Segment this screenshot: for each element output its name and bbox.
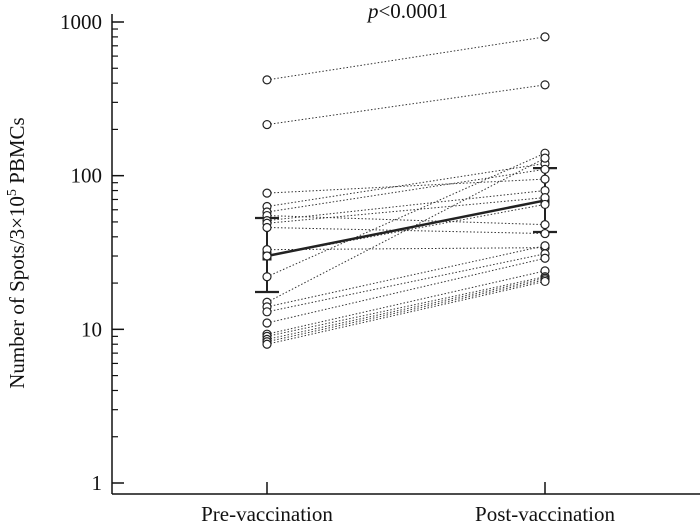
mean-line <box>266 199 546 258</box>
y-axis-title-main: Number of Spots/3×10 <box>5 196 29 389</box>
post-point <box>540 220 550 230</box>
p-value-annotation: p<0.0001 <box>366 0 448 23</box>
subject-line <box>266 197 546 224</box>
post-point <box>540 253 550 263</box>
axes <box>111 14 700 495</box>
pre-point <box>262 251 272 261</box>
subject-line <box>266 276 546 337</box>
y-tick-label: 10 <box>81 317 102 341</box>
pre-point <box>262 272 272 282</box>
subject-line <box>266 152 546 278</box>
subject-line <box>266 215 546 226</box>
y-ticks: 1 10 100 1000 <box>60 10 124 495</box>
pre-point <box>262 339 272 349</box>
post-point <box>540 228 550 239</box>
post-point <box>540 199 550 210</box>
subject-points <box>262 32 550 349</box>
post-point <box>540 164 550 174</box>
subject-line <box>266 279 546 343</box>
post-point <box>540 80 550 90</box>
post-point <box>540 174 550 184</box>
pre-point <box>262 119 272 130</box>
subject-line <box>266 163 546 207</box>
x-tick-label: Post-vaccination <box>475 502 615 526</box>
y-axis-title-tail: PBMCs <box>5 117 29 189</box>
subject-line <box>266 270 546 335</box>
y-tick-label: 100 <box>71 164 103 188</box>
p-symbol: p <box>366 0 379 23</box>
pre-point <box>262 307 272 317</box>
subject-line <box>266 245 546 308</box>
subject-lines <box>266 36 546 345</box>
pre-point <box>262 188 272 198</box>
subject-line <box>266 168 546 213</box>
y-tick-label: 1 <box>92 471 103 495</box>
subject-line <box>266 190 546 222</box>
post-point <box>540 276 550 287</box>
subject-line <box>266 203 546 257</box>
pre-point <box>262 75 272 85</box>
subject-line <box>266 84 546 126</box>
subject-line <box>266 247 546 251</box>
post-point <box>540 153 550 163</box>
p-threshold: <0.0001 <box>378 0 448 23</box>
y-axis-title: Number of Spots/3×105 PBMCs <box>5 117 29 388</box>
pre-point <box>262 222 272 233</box>
post-point <box>540 32 550 42</box>
subject-line <box>266 36 546 81</box>
subject-line <box>266 253 546 313</box>
subject-line <box>266 226 546 235</box>
pre-point <box>262 318 272 328</box>
y-tick-label: 1000 <box>60 10 102 34</box>
subject-line <box>266 178 546 194</box>
x-ticks: Pre-vaccination Post-vaccination <box>201 482 615 526</box>
post-point <box>540 241 550 251</box>
x-tick-label: Pre-vaccination <box>201 502 333 526</box>
subject-line <box>266 277 546 340</box>
y-axis-title-sup: 5 <box>5 189 20 196</box>
